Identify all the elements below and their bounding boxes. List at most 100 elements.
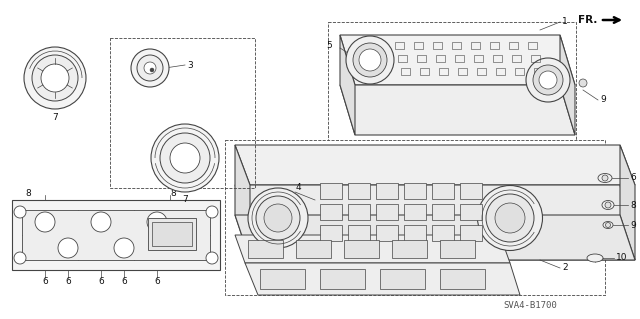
Bar [531, 55, 540, 62]
Polygon shape [340, 85, 575, 135]
Circle shape [58, 238, 78, 258]
Ellipse shape [170, 143, 200, 173]
Bar [348, 225, 370, 241]
Bar [534, 68, 543, 75]
Text: 10: 10 [616, 254, 627, 263]
Bar [515, 68, 524, 75]
Polygon shape [340, 35, 575, 85]
Text: 8: 8 [630, 201, 636, 210]
Bar [512, 55, 521, 62]
Bar [460, 225, 482, 241]
Ellipse shape [598, 174, 612, 182]
Circle shape [605, 222, 611, 227]
Circle shape [114, 238, 134, 258]
Ellipse shape [539, 71, 557, 89]
Ellipse shape [495, 203, 525, 233]
Text: 6: 6 [42, 278, 48, 286]
Text: ___: ___ [349, 246, 355, 250]
Text: SVA4-B1700: SVA4-B1700 [503, 300, 557, 309]
Bar [348, 204, 370, 220]
Bar [152, 222, 192, 246]
Bar [376, 225, 398, 241]
Ellipse shape [486, 194, 534, 242]
Text: 2: 2 [562, 263, 568, 272]
Text: ___: ___ [445, 246, 451, 250]
Ellipse shape [151, 124, 219, 192]
Bar [320, 183, 342, 199]
Text: ___: ___ [253, 246, 259, 250]
Bar [455, 55, 464, 62]
Circle shape [605, 202, 611, 208]
Circle shape [206, 206, 218, 218]
Bar [260, 269, 305, 289]
Bar [490, 42, 499, 49]
Bar [392, 240, 427, 258]
Ellipse shape [24, 47, 86, 109]
Bar [348, 183, 370, 199]
Bar [344, 240, 379, 258]
Circle shape [206, 252, 218, 264]
Bar [296, 240, 331, 258]
Polygon shape [235, 235, 510, 263]
Bar [376, 204, 398, 220]
Ellipse shape [359, 49, 381, 71]
Bar [380, 269, 425, 289]
Ellipse shape [477, 186, 543, 250]
Bar [395, 42, 404, 49]
Bar [432, 225, 454, 241]
Ellipse shape [587, 254, 603, 262]
Bar [432, 183, 454, 199]
Bar [452, 42, 461, 49]
Bar [496, 68, 505, 75]
Bar [420, 68, 429, 75]
Ellipse shape [533, 65, 563, 95]
Bar [401, 68, 410, 75]
Bar [148, 218, 196, 250]
Circle shape [35, 212, 55, 232]
Bar [471, 42, 480, 49]
Ellipse shape [353, 43, 387, 77]
Bar [12, 200, 220, 270]
Ellipse shape [256, 196, 300, 240]
Text: 8: 8 [25, 189, 31, 197]
Bar [440, 269, 485, 289]
Bar [417, 55, 426, 62]
Bar [404, 225, 426, 241]
Bar [440, 240, 475, 258]
Circle shape [91, 212, 111, 232]
Circle shape [14, 252, 26, 264]
Ellipse shape [346, 36, 394, 84]
Polygon shape [560, 35, 575, 135]
Circle shape [147, 212, 167, 232]
Polygon shape [235, 145, 635, 185]
Text: FR.: FR. [578, 15, 597, 25]
Bar [414, 42, 423, 49]
Text: 9: 9 [600, 95, 605, 105]
Ellipse shape [131, 49, 169, 87]
Bar [436, 55, 445, 62]
Bar [320, 269, 365, 289]
Ellipse shape [41, 64, 69, 92]
Polygon shape [340, 35, 355, 135]
Bar [439, 68, 448, 75]
Ellipse shape [264, 204, 292, 232]
Bar [432, 204, 454, 220]
Ellipse shape [526, 58, 570, 102]
Polygon shape [235, 145, 250, 260]
Polygon shape [620, 145, 635, 260]
Bar [22, 210, 210, 260]
Polygon shape [245, 263, 520, 295]
Bar [460, 183, 482, 199]
Text: 6: 6 [98, 278, 104, 286]
Text: 4: 4 [296, 183, 301, 192]
Bar [477, 68, 486, 75]
Text: ___: ___ [301, 246, 307, 250]
Text: 9: 9 [630, 220, 636, 229]
Bar [528, 42, 537, 49]
Text: ___: ___ [397, 246, 403, 250]
Bar [509, 42, 518, 49]
Ellipse shape [603, 221, 613, 228]
Ellipse shape [144, 62, 156, 74]
Text: 7: 7 [52, 114, 58, 122]
Bar [110, 38, 255, 188]
